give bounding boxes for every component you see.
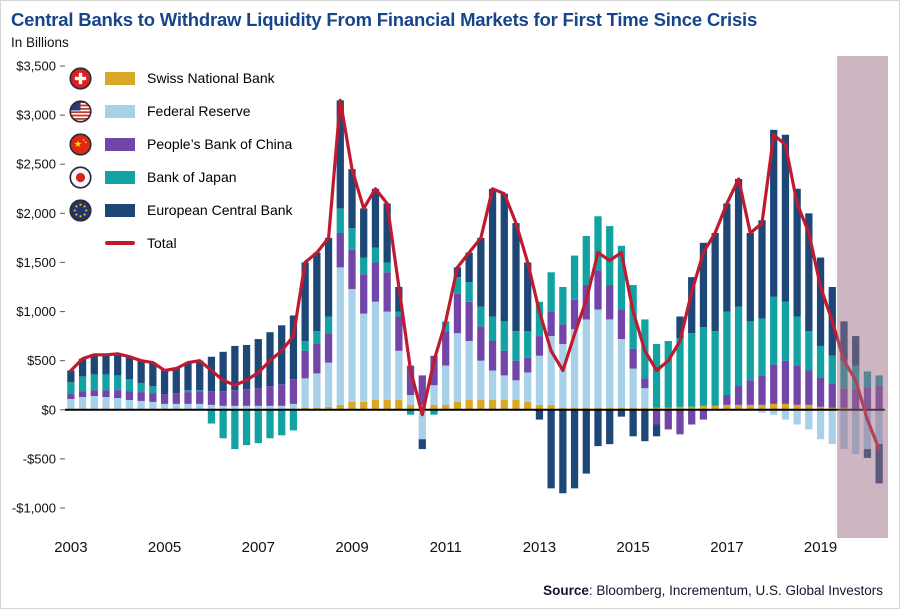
svg-text:★: ★: [73, 139, 81, 150]
chart-legend: Swiss National Bank: [67, 66, 293, 264]
svg-text:-$1,000: -$1,000: [12, 501, 56, 516]
china-flag-icon: ★: [67, 132, 93, 156]
legend-label: Total: [147, 235, 177, 251]
svg-text:2013: 2013: [523, 539, 556, 556]
svg-text:2003: 2003: [54, 539, 87, 556]
legend-swatch: [105, 104, 135, 118]
united-states-flag-icon: [67, 99, 93, 123]
svg-text:-$500: -$500: [23, 451, 56, 466]
legend-item-total: Total: [67, 231, 293, 255]
chart-area: $3,500 $3,000 $2,500 $2,000 $1,500 $1,000 $500…: [1, 52, 899, 564]
legend-label: European Central Bank: [147, 202, 293, 218]
svg-text:$0: $0: [42, 402, 56, 417]
svg-text:2017: 2017: [710, 539, 743, 556]
svg-text:2005: 2005: [148, 539, 181, 556]
source-label: Source: [543, 583, 589, 598]
legend-swatch: [105, 170, 135, 184]
svg-text:$3,000: $3,000: [16, 108, 56, 123]
svg-text:2011: 2011: [430, 539, 462, 556]
chart-title: Central Banks to Withdraw Liquidity From…: [11, 9, 758, 30]
legend-total-line-swatch: [105, 241, 135, 245]
svg-text:2007: 2007: [242, 539, 275, 556]
chart-subtitle: In Billions: [11, 35, 69, 50]
svg-text:$500: $500: [27, 353, 56, 368]
stacked-bar-chart: $3,500 $3,000 $2,500 $2,000 $1,500 $1,000 $500…: [12, 56, 888, 556]
legend-label: People’s Bank of China: [147, 136, 293, 152]
legend-label: Bank of Japan: [147, 169, 237, 185]
svg-text:$1,000: $1,000: [16, 304, 56, 319]
svg-text:2009: 2009: [335, 539, 368, 556]
legend-label: Swiss National Bank: [147, 70, 275, 86]
legend-swatch: [105, 137, 135, 151]
european-union-flag-icon: [67, 198, 93, 222]
svg-text:2015: 2015: [616, 539, 649, 556]
svg-text:$2,000: $2,000: [16, 206, 56, 221]
switzerland-flag-icon: [67, 66, 93, 90]
svg-text:$1,500: $1,500: [16, 255, 56, 270]
svg-text:$2,500: $2,500: [16, 157, 56, 172]
legend-label: Federal Reserve: [147, 103, 251, 119]
legend-item-bank-of-japan: Bank of Japan: [67, 165, 293, 189]
legend-item-peoples-bank-of-china: ★ People’s Bank of China: [67, 132, 293, 156]
legend-item-swiss-national-bank: Swiss National Bank: [67, 66, 293, 90]
japan-flag-icon: [67, 165, 93, 189]
legend-item-federal-reserve: Federal Reserve: [67, 99, 293, 123]
svg-text:2019: 2019: [804, 539, 837, 556]
source-text: : Bloomberg, Incrementum, U.S. Global In…: [588, 583, 883, 598]
legend-item-european-central-bank: European Central Bank: [67, 198, 293, 222]
svg-text:$3,500: $3,500: [16, 59, 56, 74]
legend-swatch: [105, 203, 135, 217]
legend-swatch: [105, 71, 135, 85]
source-note: Source: Bloomberg, Incrementum, U.S. Glo…: [543, 583, 883, 598]
legend-flag-spacer: [67, 231, 93, 255]
